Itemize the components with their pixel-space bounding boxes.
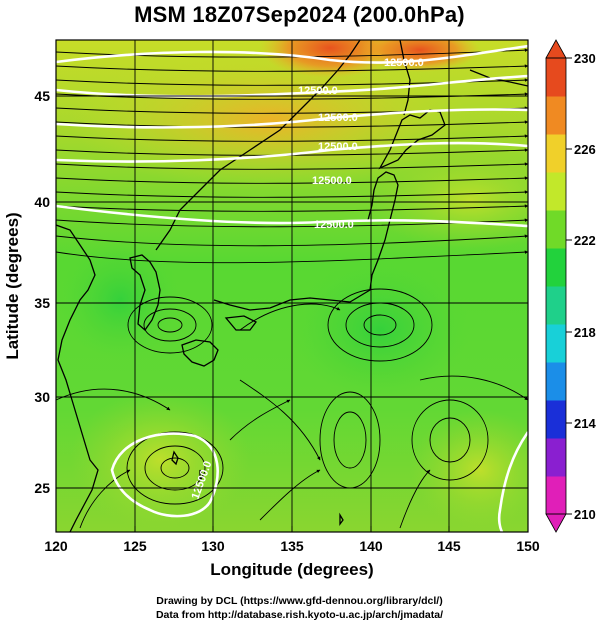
colorbar-ticks <box>566 57 572 515</box>
colorbar-tick-label: 226 <box>574 142 596 157</box>
y-tick-label: 45 <box>34 88 50 104</box>
y-tick-label: 30 <box>34 389 50 405</box>
colorbar-min-arrow <box>545 513 567 533</box>
x-axis-tick-labels: 120 125 130 135 140 145 150 <box>44 538 540 554</box>
x-tick-label: 130 <box>201 538 225 554</box>
contour-label: 12500.0 <box>318 141 358 153</box>
colorbar-segment <box>546 58 566 97</box>
x-tick-label: 135 <box>280 538 304 554</box>
colorbar: 230 226 222 218 214 210 <box>545 39 596 533</box>
height-contours <box>56 44 528 532</box>
colorbar-segment <box>546 400 566 439</box>
colorbar-segment <box>546 96 566 135</box>
coastlines <box>56 40 528 532</box>
contour-label: 12500.0 <box>384 57 424 69</box>
shaded-field: 12500.0 12500.0 12500.0 12500.0 12500.0 … <box>56 40 528 532</box>
colorbar-tick-label: 230 <box>574 51 596 66</box>
x-axis-label: Longitude (degrees) <box>210 560 373 579</box>
x-tick-label: 150 <box>516 538 540 554</box>
y-tick-label: 25 <box>34 480 50 496</box>
map-title: MSM 18Z07Sep2024 (200.0hPa) <box>134 2 465 27</box>
colorbar-segment <box>546 476 566 515</box>
credit-data: Data from http://database.rish.kyoto-u.a… <box>155 609 444 621</box>
colorbar-tick-labels: 230 226 222 218 214 210 <box>574 51 596 522</box>
y-axis-ticks <box>56 95 62 489</box>
contour-label: 12500.0 <box>298 85 338 97</box>
x-tick-label: 145 <box>437 538 461 554</box>
colorbar-segment <box>546 324 566 363</box>
colorbar-segments <box>546 58 566 515</box>
colorbar-segment <box>546 210 566 249</box>
y-axis-tick-labels: 45 40 35 30 25 <box>34 88 50 496</box>
y-axis-label: Latitude (degrees) <box>3 212 22 359</box>
x-axis-ticks <box>55 526 529 532</box>
y-tick-label: 35 <box>34 295 50 311</box>
colorbar-segment <box>546 248 566 287</box>
x-tick-label: 125 <box>123 538 147 554</box>
colorbar-segment <box>546 172 566 211</box>
x-tick-label: 140 <box>359 538 383 554</box>
colorbar-tick-label: 218 <box>574 325 596 340</box>
colorbar-tick-label: 214 <box>574 416 596 431</box>
colorbar-segment <box>546 286 566 325</box>
colorbar-segment <box>546 438 566 477</box>
y-tick-label: 40 <box>34 194 50 210</box>
credit-drawing: Drawing by DCL (https://www.gfd-dennou.o… <box>156 595 443 607</box>
colorbar-max-arrow <box>545 39 567 59</box>
colorbar-segment <box>546 362 566 401</box>
colorbar-segment <box>546 134 566 173</box>
contour-label: 12500.0 <box>312 175 352 187</box>
colorbar-tick-label: 210 <box>574 507 596 522</box>
contour-label: 12500.0 <box>314 219 354 231</box>
graticule <box>56 40 528 532</box>
colorbar-frame <box>545 57 567 515</box>
colorbar-tick-label: 222 <box>574 233 596 248</box>
contour-label: 12500.0 <box>318 112 358 124</box>
x-tick-label: 120 <box>44 538 68 554</box>
